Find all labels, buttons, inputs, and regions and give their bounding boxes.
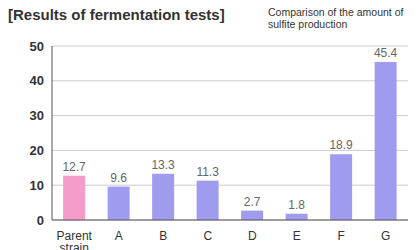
- html-text:Comparison of the amount of su: Comparison of the amount of sulfite prod…: [268, 6, 404, 30]
- svg-text:20: 20: [30, 143, 44, 158]
- svg-text:45.4: 45.4: [374, 46, 398, 60]
- svg-text:G: G: [381, 229, 390, 243]
- svg-text:11.3: 11.3: [196, 165, 219, 179]
- svg-text:E: E: [293, 229, 301, 243]
- svg-text:10: 10: [30, 178, 44, 193]
- svg-text:2.7: 2.7: [244, 195, 261, 209]
- svg-text:30: 30: [30, 108, 44, 123]
- svg-text:F: F: [338, 229, 345, 243]
- svg-text:9.6: 9.6: [110, 171, 127, 185]
- html-text:[Results of fermentation tests: [Results of fermentation tests]: [8, 6, 225, 23]
- svg-text:12.7: 12.7: [62, 160, 86, 174]
- svg-text:40: 40: [30, 73, 44, 88]
- svg-text:Parent: Parent: [56, 229, 92, 243]
- svg-text:D: D: [248, 229, 257, 243]
- svg-text:50: 50: [30, 39, 44, 54]
- svg-text:13.3: 13.3: [151, 158, 175, 172]
- svg-text:B: B: [159, 229, 167, 243]
- svg-text:C: C: [203, 229, 212, 243]
- svg-text:A: A: [115, 229, 123, 243]
- svg-text:strain: strain: [60, 241, 89, 250]
- svg-text:18.9: 18.9: [329, 138, 353, 152]
- svg-text:0: 0: [37, 213, 44, 228]
- svg-text:1.8: 1.8: [288, 198, 305, 212]
